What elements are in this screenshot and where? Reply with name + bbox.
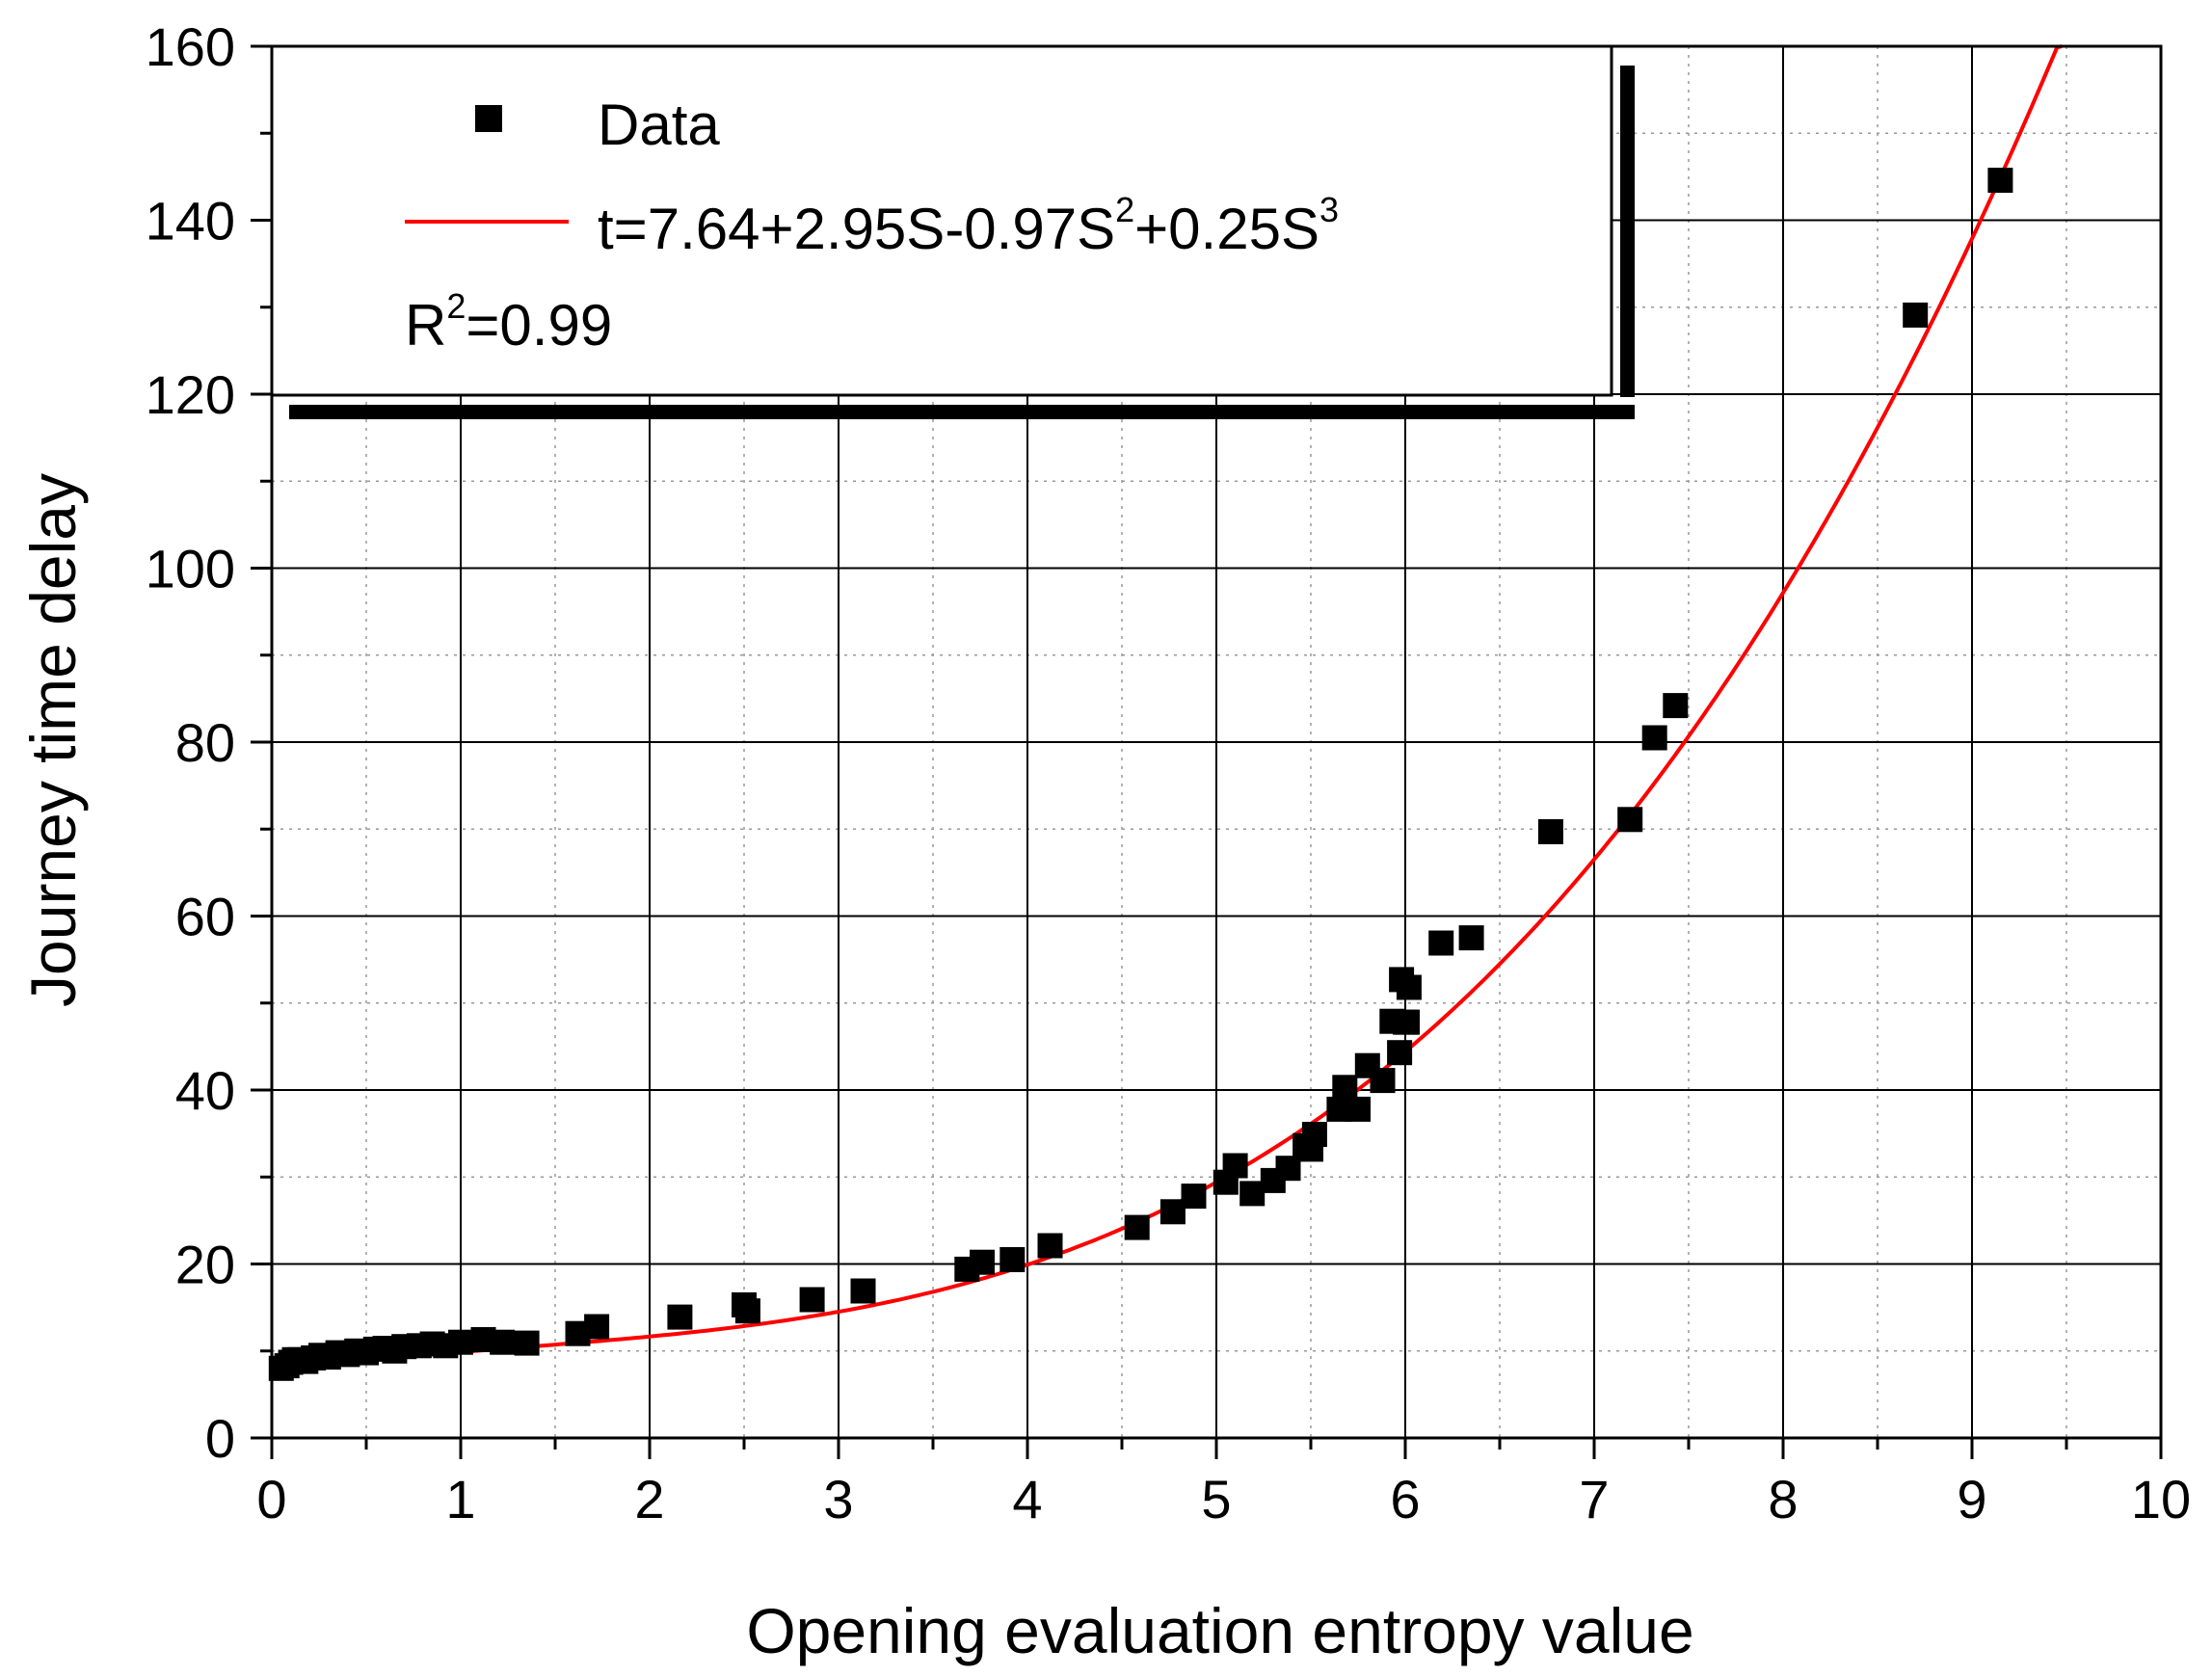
data-point: [999, 1247, 1026, 1272]
legend-shadow-bottom: [289, 405, 1635, 419]
legend-fit-label-mid: +0.25S: [1134, 197, 1319, 261]
data-point: [1222, 1153, 1248, 1179]
data-point: [1181, 1184, 1207, 1210]
data-point: [1332, 1075, 1358, 1101]
y-tick-label: 0: [205, 1408, 235, 1469]
y-tick-label: 40: [175, 1060, 235, 1121]
x-tick-label: 2: [634, 1469, 664, 1530]
data-point: [1370, 1068, 1396, 1094]
data-point: [1301, 1122, 1327, 1147]
data-point: [1903, 302, 1929, 328]
legend-shadow-right: [1620, 66, 1635, 397]
data-point: [1458, 925, 1484, 951]
x-tick-label: 5: [1201, 1469, 1231, 1530]
data-point: [799, 1287, 825, 1313]
y-tick-label: 140: [146, 191, 235, 252]
data-point: [448, 1329, 473, 1355]
legend-fit-label: t=7.64+2.95S-0.97S2+0.25S3: [598, 190, 1339, 261]
data-point: [584, 1314, 610, 1340]
data-point: [514, 1330, 540, 1356]
legend-data-marker: [475, 105, 502, 132]
data-point: [1987, 168, 2013, 193]
x-tick-label: 9: [1957, 1469, 1986, 1530]
data-point: [850, 1278, 876, 1304]
legend-r2-value: =0.99: [466, 293, 612, 358]
data-point: [1617, 807, 1643, 833]
data-point: [1428, 930, 1454, 956]
x-tick-label: 0: [256, 1469, 286, 1530]
legend-fit-sup-1: 2: [1115, 190, 1134, 229]
x-tick-label: 1: [445, 1469, 475, 1530]
y-tick-label: 80: [175, 712, 235, 773]
data-point: [1537, 819, 1563, 844]
y-tick-label: 60: [175, 887, 235, 947]
x-axis-title: Opening evaluation entropy value: [746, 1595, 1693, 1666]
data-point: [1396, 974, 1422, 1000]
legend: Data t=7.64+2.95S-0.97S2+0.25S3 R2=0.99: [270, 44, 1635, 419]
series-layer: [268, 44, 2063, 1381]
data-point: [667, 1304, 693, 1330]
legend-r2-main: R: [405, 293, 446, 358]
x-tick-label: 4: [1012, 1469, 1042, 1530]
data-point: [1346, 1096, 1371, 1122]
x-tick-label: 3: [823, 1469, 853, 1530]
data-point: [1641, 725, 1667, 751]
legend-r2-label: R2=0.99: [405, 286, 612, 358]
y-tick-label: 160: [146, 16, 235, 77]
data-point: [1275, 1156, 1301, 1182]
data-point: [1124, 1214, 1150, 1240]
y-tick-label: 120: [146, 364, 235, 425]
data-point: [1387, 1040, 1413, 1066]
legend-data-label: Data: [598, 93, 720, 157]
data-point: [1395, 1009, 1420, 1035]
data-point: [1037, 1233, 1063, 1259]
x-tick-label: 7: [1579, 1469, 1609, 1530]
legend-r2-sup: 2: [446, 286, 466, 326]
legend-fit-label-main: t=7.64+2.95S-0.97S: [598, 197, 1115, 261]
data-point: [970, 1249, 995, 1275]
data-point: [734, 1298, 760, 1324]
data-point: [490, 1329, 516, 1355]
x-tick-label: 6: [1390, 1469, 1420, 1530]
data-point: [1663, 693, 1689, 719]
x-tick-label: 10: [2131, 1469, 2191, 1530]
x-tick-label: 8: [1768, 1469, 1798, 1530]
legend-fit-sup-2: 3: [1319, 190, 1339, 229]
y-axis-title: Journey time delay: [17, 473, 89, 1007]
y-tick-label: 20: [175, 1235, 235, 1295]
y-tick-label: 100: [146, 539, 235, 599]
